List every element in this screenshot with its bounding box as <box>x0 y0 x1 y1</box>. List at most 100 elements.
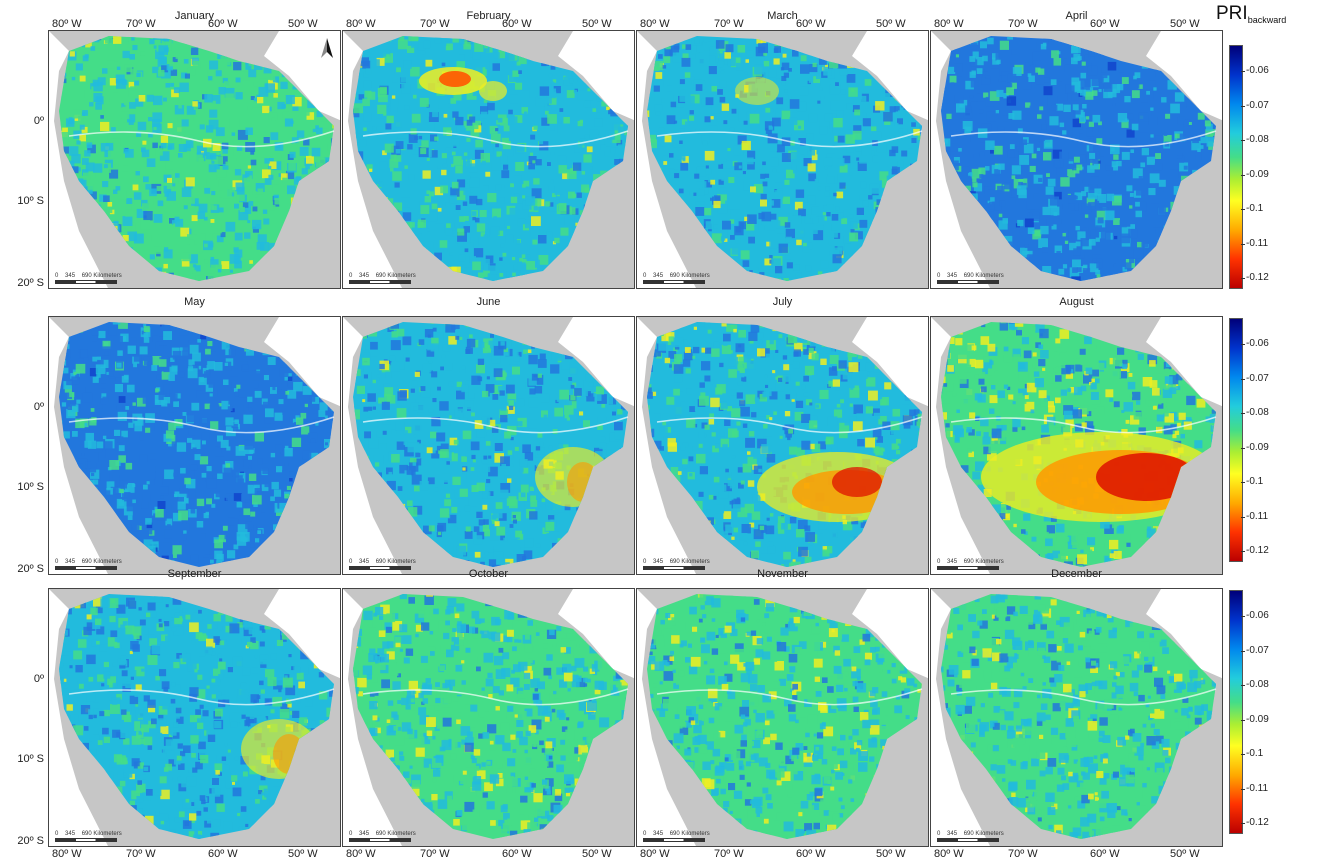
scale-tick: 0 <box>643 559 646 565</box>
scale-tick: 0 <box>55 273 58 279</box>
scale-tick: 0 <box>55 559 58 565</box>
scale-tick: 690 <box>964 273 974 279</box>
lon-label: 70º W <box>1008 848 1038 860</box>
lon-label: 50º W <box>1170 848 1200 860</box>
colorbar-tick: -0.07 <box>1246 373 1269 384</box>
colorbar-tick: -0.07 <box>1246 100 1269 111</box>
scale-tick: 690 <box>964 559 974 565</box>
scale-tick: 0 <box>937 559 940 565</box>
scale-bar: 0 345 690 Kilometers <box>55 831 122 842</box>
scale-tick: 0 <box>349 273 352 279</box>
colorbar-tick: -0.06 <box>1246 65 1269 76</box>
lat-label: 10º S <box>4 195 44 207</box>
colorbar <box>1229 590 1243 834</box>
lon-label: 70º W <box>126 848 156 860</box>
panel-title-november: November <box>636 568 929 580</box>
scale-tick: 690 <box>82 273 92 279</box>
scale-unit: Kilometers <box>975 831 1003 837</box>
lon-label: 50º W <box>876 18 906 30</box>
scale-tick: 345 <box>653 559 663 565</box>
scale-tick: 690 <box>82 831 92 837</box>
scale-bar: 0 345 690 Kilometers <box>937 831 1004 842</box>
colorbar <box>1229 318 1243 562</box>
colorbar-tick: -0.08 <box>1246 679 1269 690</box>
scale-tick: 690 <box>670 273 680 279</box>
panel-title-may: May <box>48 296 341 308</box>
panel-title-december: December <box>930 568 1223 580</box>
colorbar-tick: -0.11 <box>1246 783 1268 794</box>
lon-label: 60º W <box>208 848 238 860</box>
colorbar-tick: -0.08 <box>1246 134 1269 145</box>
lon-label: 60º W <box>208 18 238 30</box>
map-panel-june: 0 345 690 Kilometers <box>342 316 635 575</box>
scale-tick: 0 <box>349 559 352 565</box>
lon-label: 70º W <box>126 18 156 30</box>
lon-label: 60º W <box>1090 848 1120 860</box>
scale-bar: 0 345 690 Kilometers <box>55 273 122 284</box>
lon-label: 50º W <box>582 848 612 860</box>
colorbar-tick: -0.1 <box>1246 748 1263 759</box>
scale-tick: 690 <box>376 831 386 837</box>
panel-title-july: July <box>636 296 929 308</box>
colorbar-tick: -0.08 <box>1246 407 1269 418</box>
scale-unit: Kilometers <box>93 831 121 837</box>
lon-label: 60º W <box>502 848 532 860</box>
colorbar-tick: -0.12 <box>1246 817 1269 828</box>
colorbar-tick: -0.1 <box>1246 476 1263 487</box>
colorbar-title-sub: backward <box>1248 15 1287 25</box>
colorbar-tick: -0.09 <box>1246 714 1269 725</box>
scale-unit: Kilometers <box>387 273 415 279</box>
lat-label: 0º <box>4 673 44 685</box>
colorbar-tick: -0.11 <box>1246 511 1268 522</box>
scale-unit: Kilometers <box>387 831 415 837</box>
lon-label: 50º W <box>288 18 318 30</box>
scale-tick: 690 <box>964 831 974 837</box>
lon-label: 60º W <box>502 18 532 30</box>
lon-label: 80º W <box>52 18 82 30</box>
scale-bar: 0 345 690 Kilometers <box>349 273 416 284</box>
scale-tick: 0 <box>349 831 352 837</box>
lon-label: 50º W <box>876 848 906 860</box>
scale-bar: 0 345 690 Kilometers <box>937 273 1004 284</box>
lon-label: 80º W <box>346 848 376 860</box>
scale-tick: 345 <box>65 831 75 837</box>
lon-label: 70º W <box>1008 18 1038 30</box>
colorbar-title: PRIbackward <box>1216 3 1286 25</box>
scale-tick: 690 <box>376 273 386 279</box>
lon-label: 50º W <box>1170 18 1200 30</box>
lat-label: 0º <box>4 401 44 413</box>
lat-label: 10º S <box>4 481 44 493</box>
panel-title-june: June <box>342 296 635 308</box>
lon-label: 60º W <box>796 848 826 860</box>
map-panel-september: 0 345 690 Kilometers <box>48 588 341 847</box>
scale-unit: Kilometers <box>93 559 121 565</box>
map-panel-december: 0 345 690 Kilometers <box>930 588 1223 847</box>
map-panel-november: 0 345 690 Kilometers <box>636 588 929 847</box>
scale-unit: Kilometers <box>387 559 415 565</box>
scale-unit: Kilometers <box>975 559 1003 565</box>
colorbar-tick: -0.09 <box>1246 442 1269 453</box>
lon-label: 60º W <box>796 18 826 30</box>
scale-tick: 345 <box>359 559 369 565</box>
scale-tick: 345 <box>65 273 75 279</box>
scale-bar: 0 345 690 Kilometers <box>643 831 710 842</box>
map-panel-february: 0 345 690 Kilometers <box>342 30 635 289</box>
scale-unit: Kilometers <box>975 273 1003 279</box>
lon-label: 80º W <box>934 848 964 860</box>
scale-tick: 345 <box>359 273 369 279</box>
map-panel-march: 0 345 690 Kilometers <box>636 30 929 289</box>
colorbar-tick: -0.06 <box>1246 610 1269 621</box>
scale-unit: Kilometers <box>681 559 709 565</box>
lat-label: 20º S <box>4 835 44 847</box>
colorbar-tick: -0.12 <box>1246 272 1269 283</box>
scale-tick: 345 <box>947 559 957 565</box>
colorbar-tick: -0.09 <box>1246 169 1269 180</box>
map-panel-april: 0 345 690 Kilometers <box>930 30 1223 289</box>
lon-label: 80º W <box>640 848 670 860</box>
scale-unit: Kilometers <box>93 273 121 279</box>
scale-tick: 345 <box>947 273 957 279</box>
north-arrow-icon <box>320 37 334 59</box>
scale-tick: 0 <box>643 273 646 279</box>
scale-bar: 0 345 690 Kilometers <box>349 831 416 842</box>
scale-tick: 345 <box>947 831 957 837</box>
